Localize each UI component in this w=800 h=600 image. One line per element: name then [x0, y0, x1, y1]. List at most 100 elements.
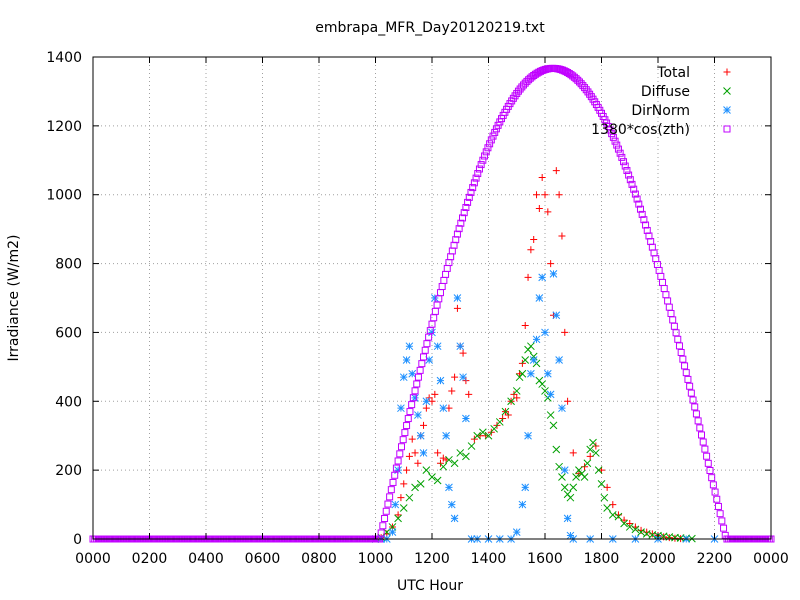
- data-point: [701, 445, 709, 453]
- data-point: [558, 404, 566, 413]
- data-point: [439, 404, 448, 413]
- data-point: [387, 486, 395, 494]
- data-point: [413, 380, 421, 388]
- data-point: [403, 466, 411, 474]
- data-point: [501, 407, 510, 416]
- data-point: [552, 167, 560, 175]
- data-point: [448, 247, 456, 255]
- data-point: [625, 171, 633, 179]
- data-point: [626, 176, 634, 184]
- data-point: [462, 414, 470, 423]
- data-point: [530, 235, 538, 243]
- data-point: [431, 390, 439, 398]
- data-point: [687, 389, 695, 397]
- data-point: [403, 422, 411, 430]
- x-tick-label: 0200: [132, 551, 168, 567]
- data-point: [479, 156, 487, 164]
- data-point: [455, 225, 463, 233]
- data-point: [580, 473, 589, 481]
- data-point: [422, 404, 430, 412]
- data-point: [716, 510, 724, 518]
- data-point: [459, 214, 467, 222]
- data-point: [698, 431, 706, 439]
- data-point: [411, 449, 419, 457]
- data-point: [405, 493, 414, 502]
- data-point: [465, 193, 473, 201]
- data-point: [648, 243, 656, 251]
- data-point: [482, 148, 490, 156]
- data-point: [635, 200, 643, 208]
- data-point: [388, 528, 397, 536]
- data-point: [477, 161, 485, 169]
- data-point: [521, 356, 530, 364]
- data-point: [704, 459, 712, 467]
- data-point: [608, 130, 616, 138]
- data-point: [586, 445, 595, 454]
- data-point: [421, 346, 429, 354]
- data-point: [467, 442, 476, 450]
- legend-marker: [723, 125, 731, 133]
- x-tick-label: 1800: [584, 551, 620, 567]
- data-point: [569, 483, 578, 492]
- data-point: [420, 353, 428, 361]
- data-point: [623, 167, 631, 175]
- data-point: [394, 466, 402, 474]
- data-point: [546, 411, 555, 419]
- data-point: [475, 165, 483, 173]
- data-point: [434, 449, 442, 457]
- data-point: [560, 483, 569, 492]
- data-point: [456, 449, 465, 457]
- data-point: [459, 373, 467, 382]
- data-point: [397, 443, 405, 451]
- data-point: [652, 255, 660, 263]
- data-point: [679, 355, 687, 363]
- data-point: [518, 500, 527, 509]
- data-point: [555, 462, 563, 471]
- data-point: [674, 335, 682, 343]
- data-point: [469, 184, 477, 192]
- y-tick-label: 800: [55, 257, 82, 273]
- data-point: [614, 145, 622, 153]
- data-point: [628, 180, 636, 188]
- data-point: [527, 342, 535, 351]
- data-point: [638, 210, 646, 218]
- data-point: [714, 502, 722, 510]
- x-axis-label: UTC Hour: [397, 578, 463, 594]
- data-point: [546, 390, 555, 399]
- data-point: [566, 493, 575, 502]
- y-axis-label: Irradiance (W/m2): [6, 235, 22, 362]
- data-point: [470, 179, 478, 187]
- legend-label: Diffuse: [641, 84, 690, 100]
- data-point: [384, 500, 392, 508]
- data-point: [391, 471, 399, 479]
- data-point: [386, 493, 394, 501]
- data-point: [445, 483, 453, 492]
- data-point: [665, 303, 673, 311]
- data-point: [414, 373, 422, 381]
- data-point: [691, 403, 699, 411]
- data-point: [433, 342, 442, 351]
- data-point: [541, 387, 549, 395]
- data-point: [453, 294, 462, 302]
- data-point: [401, 429, 409, 437]
- data-point: [460, 209, 468, 217]
- data-point: [399, 373, 408, 382]
- data-point: [507, 397, 515, 406]
- x-tick-label: 0400: [188, 551, 224, 567]
- data-point: [675, 342, 683, 350]
- data-point: [631, 525, 640, 534]
- data-point: [490, 424, 499, 433]
- data-point: [436, 376, 445, 385]
- data-point: [552, 445, 561, 454]
- data-point: [720, 524, 728, 532]
- data-point: [659, 278, 667, 286]
- data-point: [521, 483, 530, 492]
- data-point: [569, 449, 577, 457]
- data-point: [640, 216, 648, 224]
- data-point: [521, 322, 529, 330]
- x-tick-label: 1200: [414, 551, 450, 567]
- data-point: [411, 483, 419, 492]
- data-point: [591, 449, 600, 457]
- data-point: [543, 369, 552, 378]
